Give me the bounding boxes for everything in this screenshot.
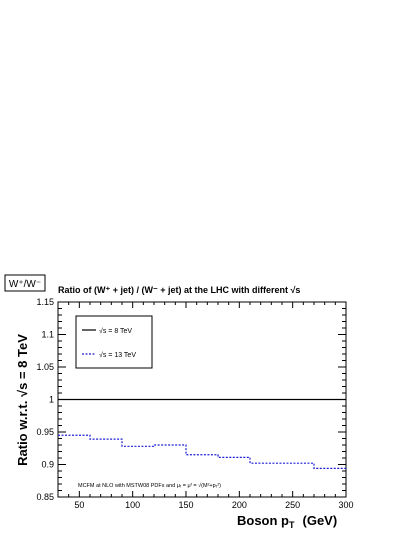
y-tick-label: 1.1 <box>41 330 54 340</box>
series-layer <box>58 398 346 469</box>
x-axis-label-main: Boson p <box>237 513 289 528</box>
y-tick-label: 1.15 <box>36 297 54 307</box>
chart-title: Ratio of (W⁺ + jet) / (W⁻ + jet) at the … <box>58 285 300 295</box>
y-tick-label: 0.85 <box>36 492 54 502</box>
y-tick-label: 0.95 <box>36 427 54 437</box>
x-tick-label: 200 <box>232 500 247 510</box>
chart-annotation: MCFM at NLO with MSTW08 PDFs and μᵣ = μᶠ… <box>78 482 221 489</box>
series-line-13tev <box>58 434 346 469</box>
y-axis: 0.85 0.9 0.95 1 1.05 1.1 1.15 <box>36 297 346 502</box>
y-tick-label: 1.05 <box>36 362 54 372</box>
tag-box <box>4 274 46 292</box>
x-tick-label: 50 <box>74 500 84 510</box>
legend-label-8tev: √s = 8 TeV <box>99 327 132 335</box>
tag-box-label: W⁺/W⁻ <box>9 279 41 290</box>
x-axis-label-sub: T <box>289 520 295 530</box>
y-axis-label: Ratio w.r.t. √s = 8 TeV <box>15 334 30 466</box>
legend-box <box>75 315 153 369</box>
x-tick-label: 300 <box>338 500 353 510</box>
y-tick-label: 0.9 <box>41 460 54 470</box>
x-tick-label: 100 <box>125 500 140 510</box>
x-axis: 50 100 150 200 250 300 <box>57 302 354 510</box>
x-tick-label: 250 <box>285 500 300 510</box>
legend-label-13tev: √s = 13 TeV <box>99 351 136 359</box>
x-axis-label-unit: (GeV) <box>303 513 338 528</box>
x-axis-label: Boson pT (GeV) <box>237 513 337 530</box>
y-tick-label: 1 <box>49 395 54 405</box>
x-tick-label: 150 <box>178 500 193 510</box>
